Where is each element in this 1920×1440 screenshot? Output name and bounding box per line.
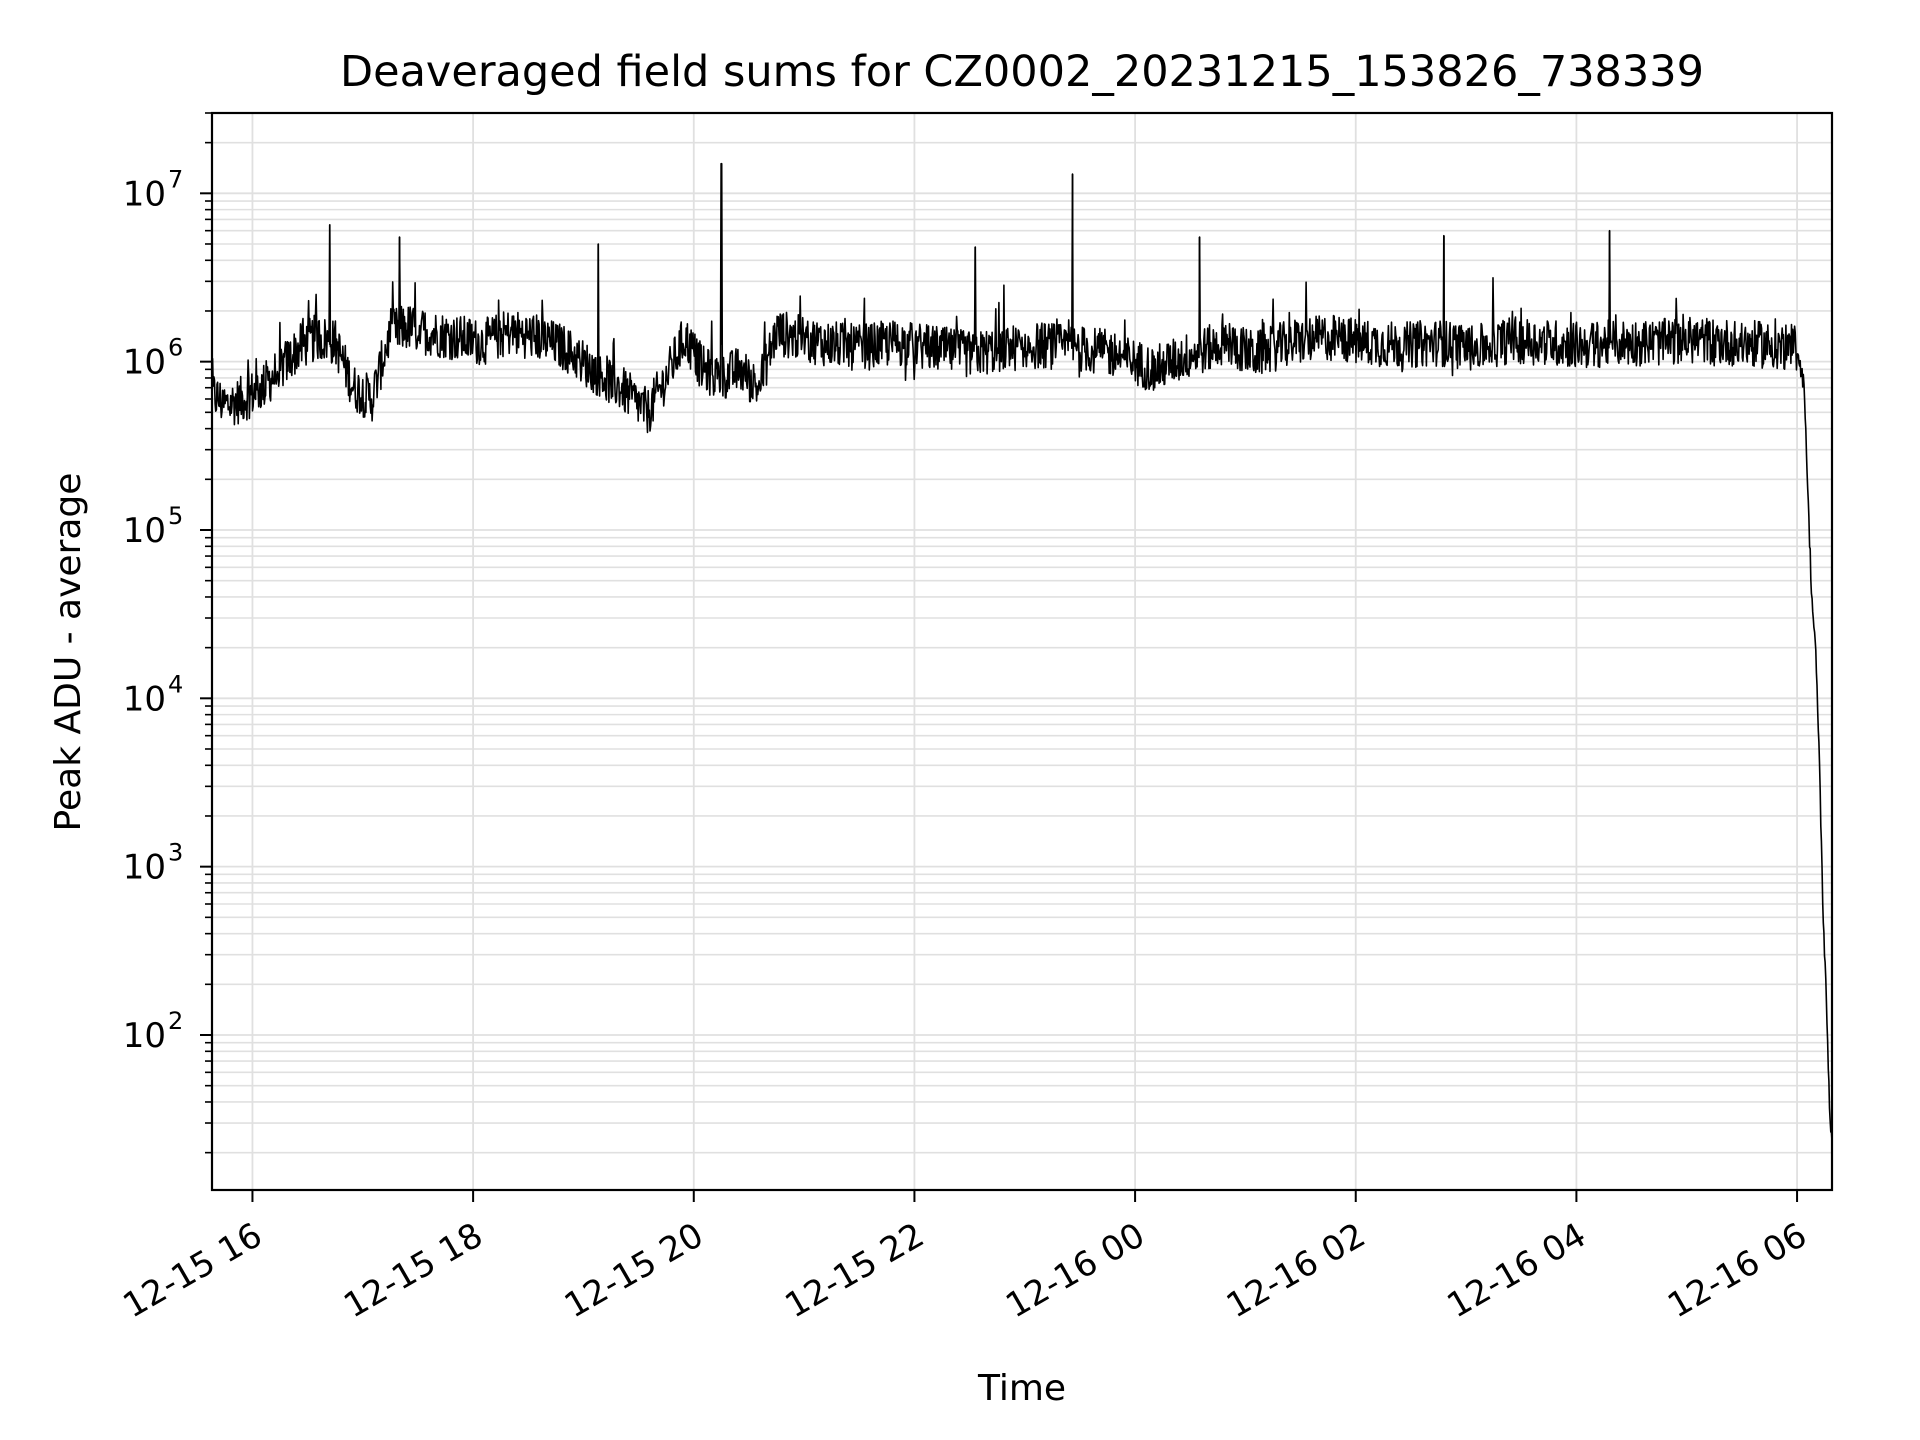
y-tick-exponent: 3	[168, 839, 183, 867]
y-tick-exponent: 5	[168, 502, 183, 530]
y-tick-label: 10	[123, 848, 166, 888]
y-tick-label: 10	[123, 174, 166, 214]
y-axis-label: Peak ADU - average	[48, 473, 89, 832]
y-tick-exponent: 7	[168, 165, 183, 193]
y-tick-label: 10	[123, 679, 166, 719]
y-tick-label: 10	[123, 1016, 166, 1056]
y-tick-exponent: 4	[168, 670, 183, 698]
x-axis-label: Time	[977, 1368, 1066, 1409]
y-tick-exponent: 2	[168, 1007, 183, 1035]
y-tick-label: 10	[123, 511, 166, 551]
chart-title: Deaveraged field sums for CZ0002_2023121…	[340, 47, 1704, 97]
grid	[212, 112, 1832, 1190]
series-line	[211, 162, 1833, 1142]
y-tick-label: 10	[123, 343, 166, 383]
axes-frame	[210, 111, 1834, 1192]
plot-area	[211, 162, 1833, 1142]
y-tick-exponent: 6	[168, 334, 183, 362]
